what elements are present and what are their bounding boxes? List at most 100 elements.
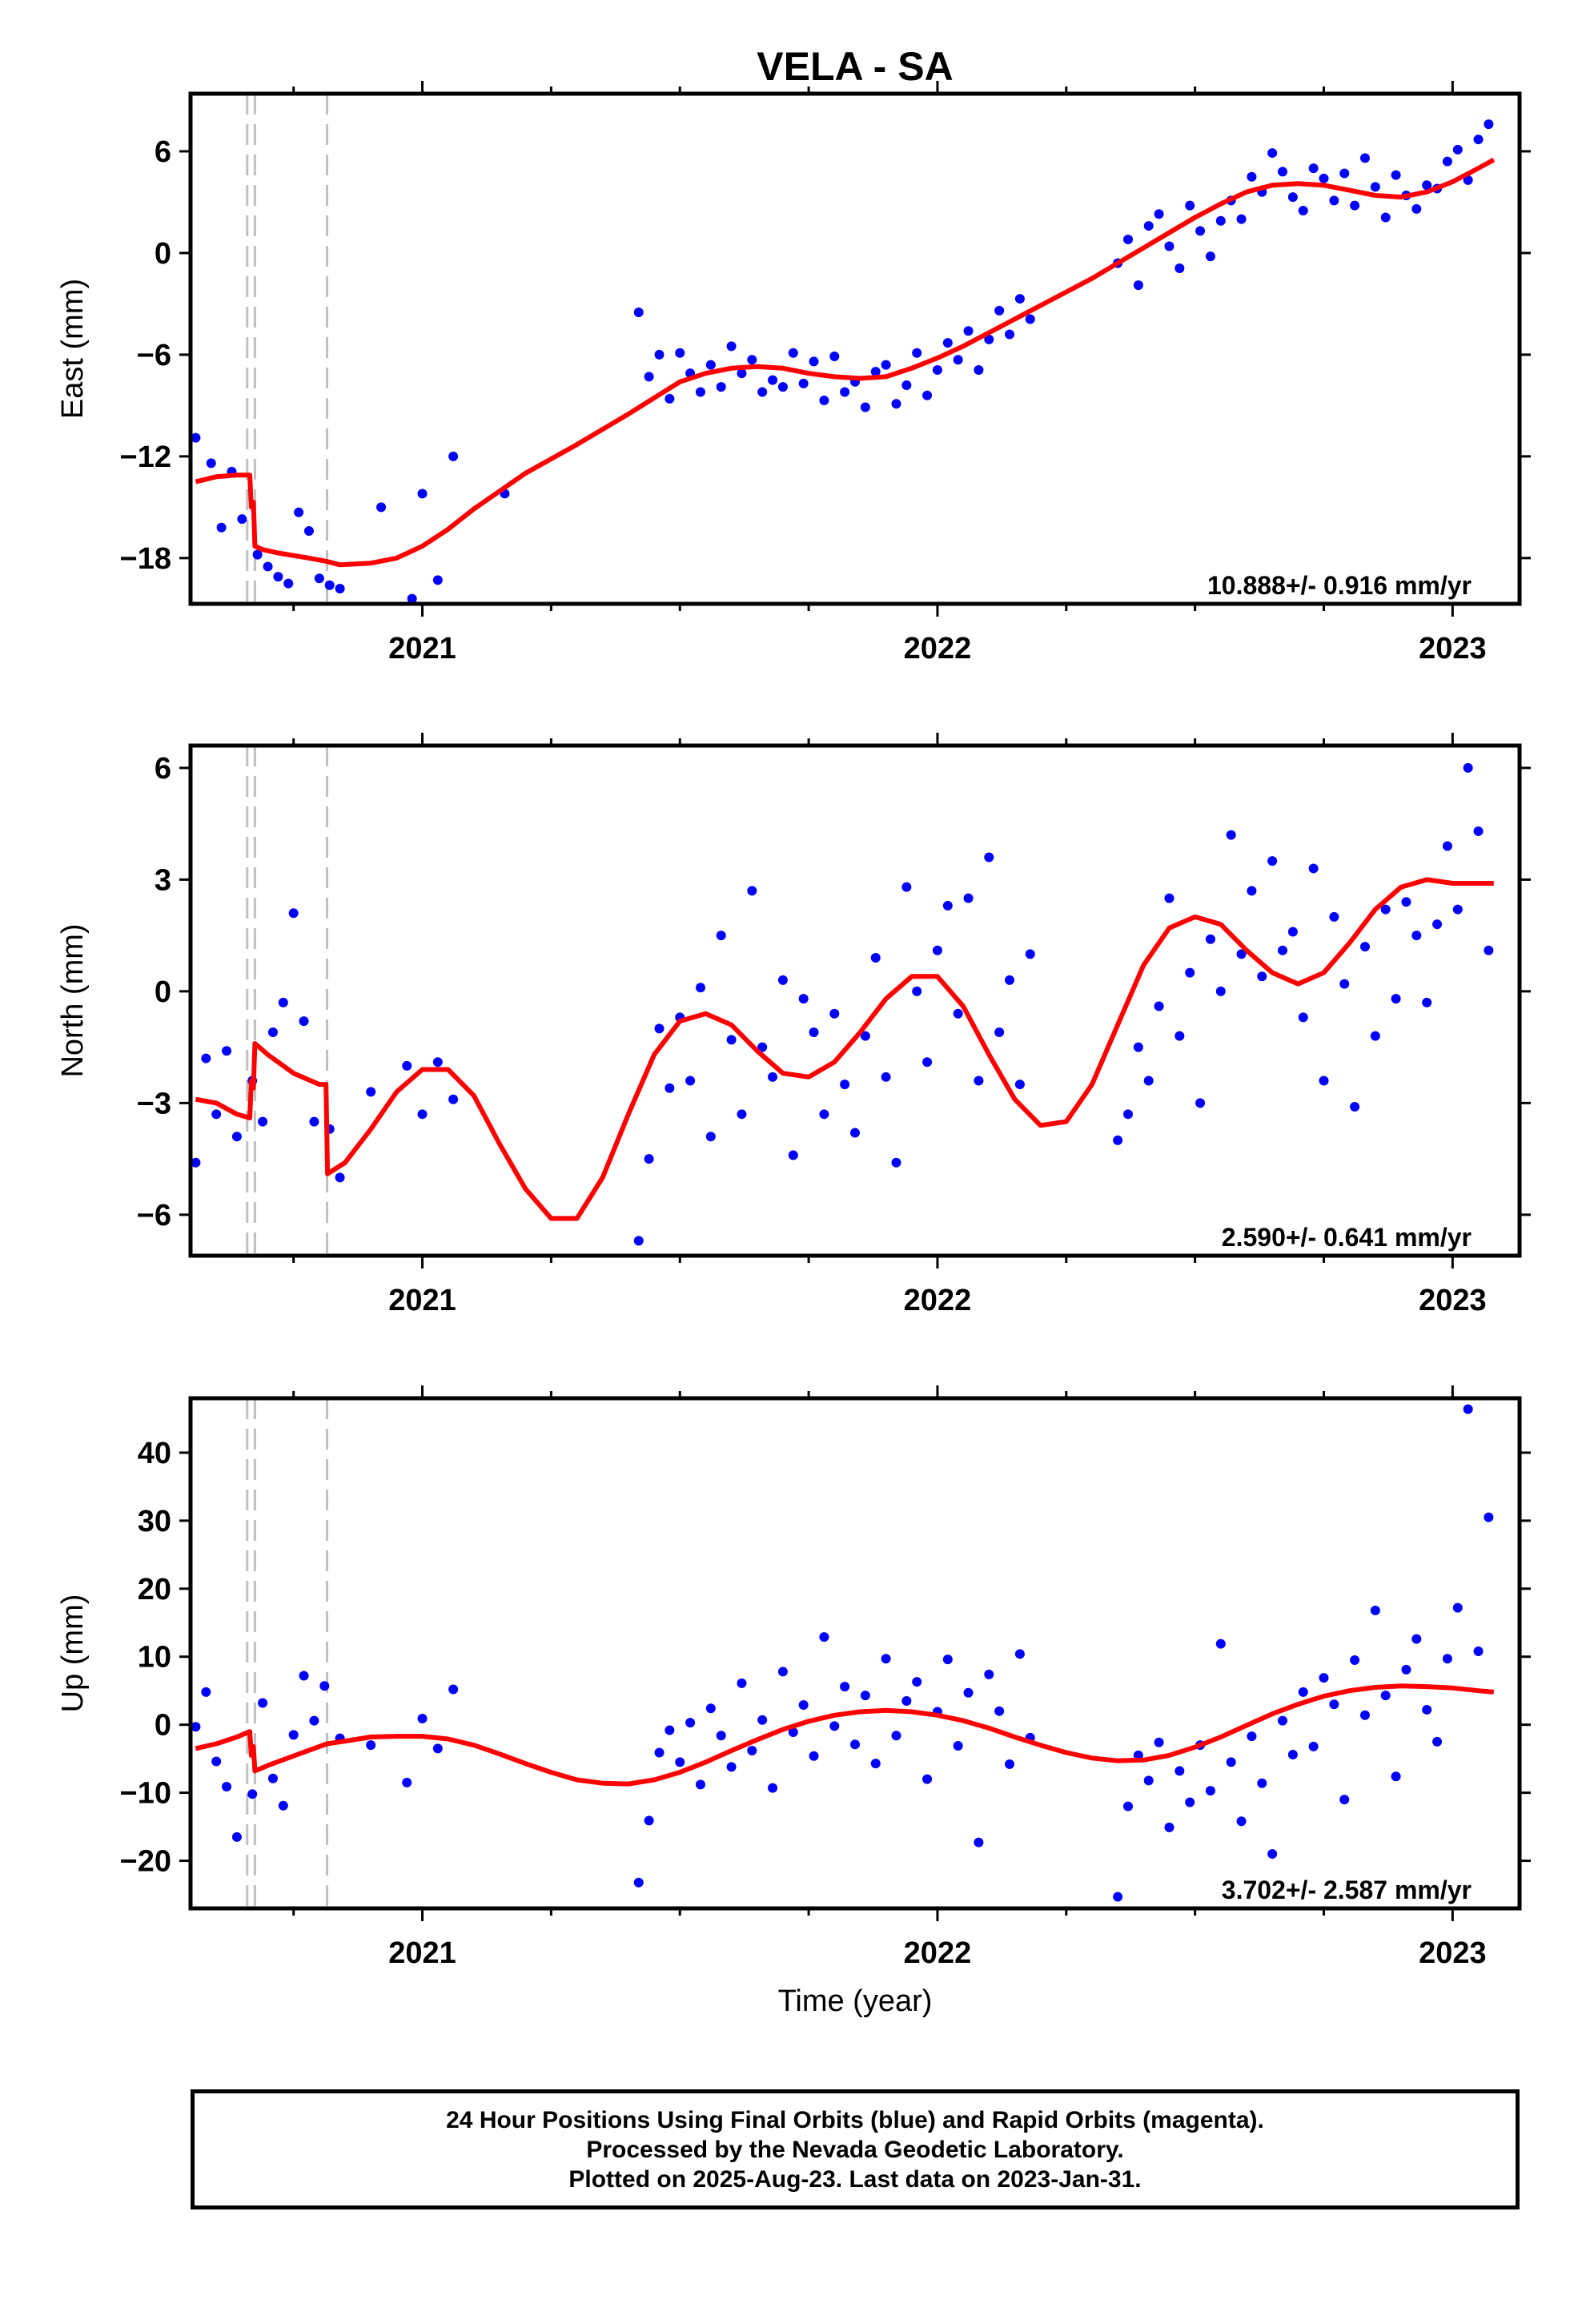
data-point: [1123, 1109, 1134, 1120]
data-point: [757, 1715, 768, 1725]
data-point: [1432, 1736, 1443, 1747]
data-point: [1257, 971, 1267, 982]
data-point: [1391, 170, 1401, 180]
data-point: [1329, 1699, 1339, 1710]
data-point: [1133, 1042, 1143, 1052]
data-point: [1143, 1076, 1154, 1086]
figure-title: VELA - SA: [757, 44, 953, 89]
data-point: [216, 522, 227, 533]
data-point: [319, 1681, 330, 1691]
data-point: [258, 1116, 268, 1127]
data-point: [665, 1083, 675, 1093]
panels: −18 −12 −6 0 6 2021 2022 2023 East (mm) 10.888+/-…: [56, 81, 1531, 2018]
y-tick-label: 40: [138, 1437, 171, 1470]
footer-box: 24 Hour Positions Using Final Orbits (bl…: [191, 2089, 1520, 2209]
data-point: [1484, 945, 1494, 955]
data-point: [932, 945, 942, 955]
data-point: [448, 1684, 459, 1695]
data-point: [1370, 1031, 1380, 1041]
data-point: [633, 1877, 644, 1888]
y-tick-label: −12: [120, 440, 171, 474]
data-point: [953, 1741, 963, 1751]
data-point: [432, 575, 443, 585]
data-point: [777, 975, 788, 985]
data-point: [1164, 893, 1174, 903]
data-point: [1298, 206, 1308, 216]
data-point: [1205, 251, 1215, 262]
data-point: [211, 1109, 222, 1120]
data-point: [1370, 182, 1380, 192]
data-point: [665, 393, 675, 404]
data-point: [654, 1747, 665, 1758]
trend-line: [195, 877, 1494, 1221]
data-point: [288, 1730, 299, 1740]
data-point: [191, 432, 201, 443]
data-point: [1401, 897, 1411, 907]
data-point: [1308, 863, 1319, 874]
plot-frame: [188, 1396, 1522, 1911]
data-point: [932, 364, 942, 375]
data-point: [860, 1031, 870, 1041]
data-point: [1267, 1849, 1278, 1860]
data-point: [1308, 163, 1319, 174]
data-point: [1236, 214, 1247, 224]
data-point: [263, 561, 273, 572]
data-point: [1215, 986, 1226, 996]
data-point: [819, 396, 829, 406]
data-point: [675, 348, 685, 358]
data-point: [1113, 1892, 1123, 1902]
data-point: [675, 1757, 685, 1767]
data-point: [1185, 967, 1195, 978]
data-point: [1205, 934, 1215, 944]
data-point: [1247, 1731, 1257, 1742]
panel-east: −18 −12 −6 0 6 2021 2022 2023 East (mm) 10.888+/-…: [56, 81, 1531, 665]
y-tick-label: −6: [137, 1199, 171, 1232]
data-point: [644, 1815, 654, 1826]
data-point: [299, 1016, 309, 1027]
data-point: [726, 1035, 737, 1045]
data-point: [1432, 919, 1443, 930]
data-point: [737, 1109, 747, 1120]
data-point: [1025, 949, 1035, 959]
footer-line-3: Plotted on 2025-Aug-23. Last data on 202…: [568, 2165, 1142, 2193]
data-point: [747, 355, 757, 365]
data-point: [1143, 1775, 1154, 1786]
data-point: [840, 387, 850, 397]
data-point: [963, 1687, 974, 1698]
y-tick-label: −18: [120, 542, 171, 576]
data-point: [654, 349, 665, 360]
data-point: [1298, 1687, 1308, 1697]
plot-frame: [188, 743, 1522, 1258]
data-point: [665, 1725, 675, 1735]
data-point: [953, 355, 963, 365]
data-point: [788, 348, 798, 358]
data-point: [1339, 1795, 1350, 1805]
data-point: [1014, 1649, 1025, 1659]
data-point: [881, 1072, 891, 1082]
data-point: [984, 334, 994, 344]
data-point: [1195, 1098, 1206, 1108]
data-point: [1411, 1634, 1422, 1644]
data-point: [1113, 1135, 1123, 1145]
x-tick-label: 2023: [1419, 1936, 1487, 1970]
data-point: [840, 1080, 850, 1090]
data-point: [247, 1789, 258, 1799]
data-point: [237, 514, 247, 525]
data-point: [768, 1072, 778, 1082]
data-point: [222, 1781, 232, 1791]
data-point: [953, 1008, 963, 1019]
data-point: [644, 372, 654, 382]
data-point: [1154, 1001, 1164, 1011]
data-point: [974, 1837, 984, 1848]
data-point: [974, 1076, 984, 1086]
data-point: [1339, 979, 1350, 989]
data-point: [829, 1721, 840, 1731]
data-point: [881, 360, 891, 370]
y-tick-label: 0: [155, 1709, 171, 1743]
data-point: [201, 1053, 211, 1063]
x-tick-label: 2021: [388, 632, 456, 665]
data-point: [757, 387, 768, 397]
data-point: [1174, 263, 1185, 273]
data-point: [1411, 203, 1422, 214]
data-point: [1247, 886, 1257, 896]
